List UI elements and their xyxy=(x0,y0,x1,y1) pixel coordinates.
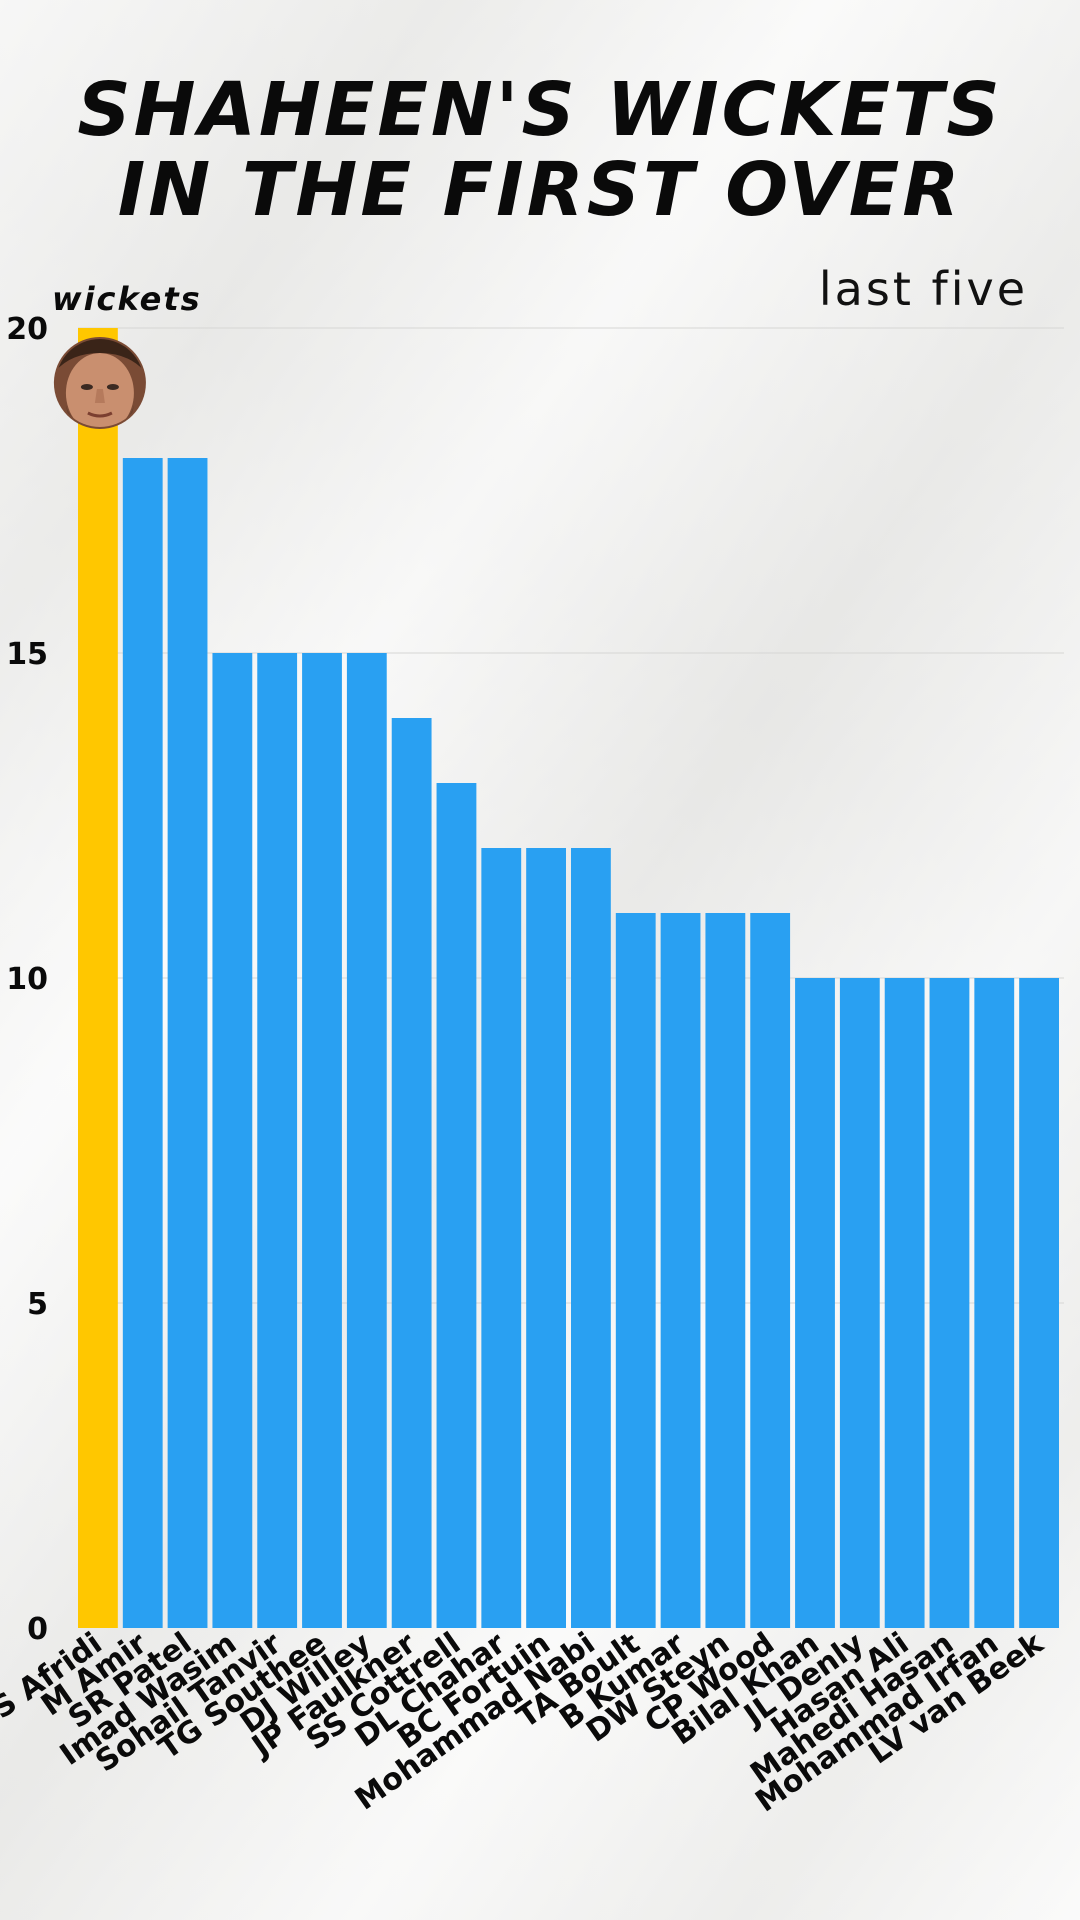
bar xyxy=(436,783,477,1628)
y-axis-ticks: 0 5 10 15 20 xyxy=(6,312,48,1647)
bar xyxy=(884,978,925,1628)
y-tick-label: 15 xyxy=(6,637,48,672)
title-line-2: IN THE FIRST OVER xyxy=(117,147,963,233)
y-tick-label: 10 xyxy=(6,962,48,997)
y-tick-label: 20 xyxy=(6,312,48,347)
bar xyxy=(257,653,298,1628)
bar xyxy=(571,848,611,1628)
bar xyxy=(391,718,432,1628)
bar xyxy=(929,978,970,1628)
bar xyxy=(795,978,835,1628)
bar xyxy=(705,913,746,1628)
bar xyxy=(346,653,387,1628)
bar xyxy=(302,653,342,1628)
bar xyxy=(615,913,656,1628)
chart-subtitle: last five xyxy=(818,262,1028,316)
bar xyxy=(750,913,791,1628)
player-headshot-icon xyxy=(53,337,146,429)
bar xyxy=(526,848,566,1628)
bar xyxy=(974,978,1015,1628)
bars xyxy=(78,328,1059,1628)
bar xyxy=(1019,978,1059,1628)
title-line-1: SHAHEEN'S WICKETS xyxy=(77,67,1003,153)
bar xyxy=(167,458,208,1628)
y-tick-label: 0 xyxy=(27,1612,48,1647)
bar xyxy=(839,978,880,1628)
bar xyxy=(212,653,253,1628)
bar xyxy=(122,458,163,1628)
bar xyxy=(660,913,701,1628)
y-axis-label: wickets xyxy=(52,280,202,318)
chart-title: SHAHEEN'S WICKETS IN THE FIRST OVER xyxy=(0,70,1080,230)
bar-highlight xyxy=(78,328,118,1628)
bar xyxy=(481,848,522,1628)
y-tick-label: 5 xyxy=(27,1287,48,1322)
